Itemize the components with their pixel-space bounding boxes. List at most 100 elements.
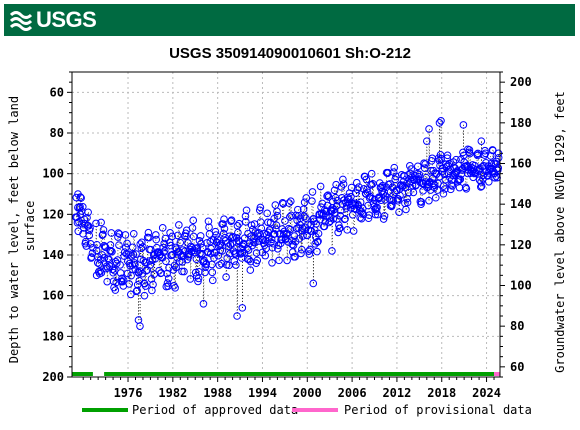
right-y-tick-label: 140 [510, 197, 532, 211]
data-point [234, 228, 242, 237]
data-point [212, 231, 220, 239]
data-point [172, 263, 180, 272]
x-tick-label: 2006 [338, 386, 367, 400]
data-point [346, 200, 354, 209]
data-point [249, 238, 258, 246]
data-point [390, 163, 399, 172]
data-point [407, 165, 415, 173]
data-point [336, 224, 344, 232]
data-point [107, 247, 115, 255]
data-point [109, 268, 117, 277]
left-y-tick-label: 100 [42, 167, 64, 181]
data-point [364, 214, 373, 223]
data-point [139, 243, 147, 251]
data-point [163, 279, 172, 287]
data-point [373, 210, 382, 219]
data-point [141, 282, 150, 290]
data-point [167, 241, 175, 250]
data-point [281, 217, 289, 225]
chart-gridlines [72, 72, 500, 378]
data-point [268, 258, 276, 267]
data-point [217, 259, 226, 268]
data-point [181, 229, 190, 238]
data-point [451, 164, 459, 173]
data-point [425, 196, 433, 205]
chart-axes: 1976 1982 1988 1994 2000 2006 2012 2018 2024 60 80… [42, 71, 532, 400]
data-point [323, 192, 331, 200]
data-point [168, 232, 177, 241]
data-point [422, 137, 431, 145]
data-point [477, 182, 486, 190]
data-point [201, 268, 209, 277]
data-point [191, 268, 200, 277]
data-point [196, 232, 205, 240]
left-y-tick-label: 140 [42, 248, 64, 262]
data-point [316, 182, 325, 191]
data-point [328, 247, 336, 255]
data-point [447, 181, 455, 189]
data-point [297, 249, 305, 258]
data-point [296, 214, 305, 223]
data-point [241, 212, 250, 220]
data-point [322, 212, 330, 220]
data-point [409, 188, 418, 197]
data-point [119, 276, 128, 285]
data-point [161, 246, 169, 255]
data-point [76, 203, 84, 211]
data-point [248, 225, 257, 234]
data-point [131, 260, 139, 269]
data-point [425, 125, 433, 133]
data-point [222, 273, 230, 281]
data-point [330, 186, 339, 195]
data-point [118, 277, 127, 286]
data-point [294, 212, 303, 220]
data-point [379, 215, 388, 223]
data-point [108, 247, 116, 256]
data-point [188, 224, 197, 232]
data-point [352, 189, 360, 197]
data-point [73, 218, 82, 227]
data-point [77, 194, 85, 202]
data-point [123, 239, 131, 248]
data-point [298, 245, 306, 254]
data-point [241, 217, 250, 226]
data-point [334, 228, 342, 237]
data-point [236, 250, 245, 258]
data-point [429, 179, 438, 188]
data-point [128, 243, 137, 252]
data-point [176, 238, 185, 247]
data-point [443, 151, 452, 160]
data-point [384, 168, 392, 177]
data-point [132, 250, 140, 258]
data-point [289, 241, 298, 250]
data-point [192, 255, 201, 263]
data-point [76, 210, 85, 219]
data-point [226, 249, 234, 258]
data-point [320, 222, 329, 231]
data-point [231, 250, 240, 259]
data-point [102, 262, 111, 271]
data-point [445, 159, 454, 168]
data-point [198, 244, 207, 252]
data-point [115, 241, 123, 249]
data-point [197, 239, 205, 248]
right-y-tick-label: 100 [510, 279, 532, 293]
data-point [275, 256, 283, 265]
data-point [219, 220, 227, 228]
data-point [303, 220, 312, 229]
data-point [228, 233, 236, 242]
data-point [313, 238, 322, 246]
data-point [446, 185, 455, 194]
data-point [389, 196, 397, 205]
data-point [269, 239, 277, 248]
data-point [114, 229, 123, 237]
data-point [404, 188, 413, 197]
data-point [157, 269, 166, 277]
data-point [227, 216, 236, 224]
data-point [276, 239, 285, 248]
right-y-tick-label: 180 [510, 116, 532, 130]
data-point [273, 212, 282, 220]
data-point [175, 221, 183, 229]
usgs-logo[interactable]: USGS [10, 7, 97, 33]
data-point [463, 161, 471, 170]
